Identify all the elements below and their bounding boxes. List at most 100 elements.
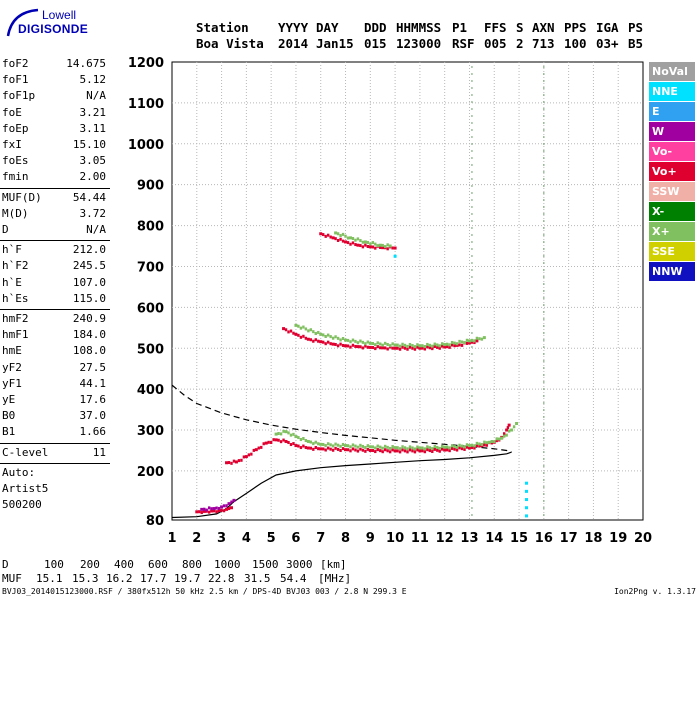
header-value: RSF <box>452 36 475 51</box>
echo-point <box>465 443 469 447</box>
footer-muf-value: 15.3 <box>72 572 99 585</box>
echo-point <box>326 340 330 344</box>
param-name: C-level <box>2 445 49 459</box>
y-tick-label: 80 <box>146 514 164 529</box>
param-value: N/A <box>86 89 106 103</box>
header-values-row: Boa Vista 2014 Jan15 015 123000 RSF 005 … <box>196 36 643 231</box>
param-name: fmin <box>2 170 29 184</box>
echo-point <box>465 338 469 342</box>
echo-point <box>445 445 449 449</box>
echo-point <box>274 432 278 436</box>
echo-point <box>354 238 357 242</box>
echo-point <box>453 447 456 451</box>
echo-point <box>341 336 345 340</box>
y-tick-label: 1200 <box>128 56 164 71</box>
echo-point <box>284 439 288 443</box>
echo-point <box>443 345 447 349</box>
echo-point <box>426 345 429 349</box>
echo-point <box>396 346 399 350</box>
echo-point <box>401 345 404 349</box>
echo-point <box>351 338 355 342</box>
x-tick-label: 16 <box>535 531 553 546</box>
echo-point <box>202 509 206 513</box>
echo-point <box>398 347 402 351</box>
echo-point <box>354 448 357 452</box>
echo-point <box>506 426 510 430</box>
echo-point <box>287 330 290 334</box>
echo-point <box>210 509 214 513</box>
echo-point <box>279 440 283 444</box>
echo-point <box>391 342 394 346</box>
echo-point <box>312 447 315 451</box>
param-name: h`Es <box>2 291 29 305</box>
echo-point <box>356 243 360 247</box>
echo-point <box>366 340 370 344</box>
echo-point <box>222 504 226 508</box>
param-separator <box>0 462 110 464</box>
echo-point <box>408 448 412 452</box>
echo-point <box>431 344 434 348</box>
echo-point <box>438 449 441 453</box>
echo-point <box>524 481 528 485</box>
echo-point <box>441 444 444 448</box>
echo-point <box>366 345 370 349</box>
echo-point <box>393 446 397 450</box>
echo-point <box>366 444 370 448</box>
echo-point <box>317 447 320 451</box>
echo-point <box>317 330 320 334</box>
echo-point <box>398 450 402 454</box>
echo-point <box>473 339 476 343</box>
param-value: 184.0 <box>72 328 106 342</box>
echo-point <box>200 511 203 515</box>
legend-item: NNE <box>649 82 695 101</box>
echo-point <box>378 243 382 247</box>
echo-point <box>237 459 241 463</box>
echo-point <box>413 447 417 451</box>
echo-point <box>346 448 350 452</box>
echo-point <box>356 345 360 349</box>
echo-point <box>460 447 464 451</box>
echo-point <box>349 340 352 344</box>
echo-point <box>393 343 397 347</box>
footer-muf-row: MUF 15.1 15.3 16.2 17.7 19.7 22.8 31.5 5… <box>0 572 351 715</box>
header-label: AXN <box>532 20 555 35</box>
echo-point <box>383 448 387 452</box>
echo-point <box>498 437 501 441</box>
echo-point <box>423 447 427 451</box>
echo-point <box>507 429 511 433</box>
param-row: M(D) 3.72 <box>2 206 106 222</box>
echo-point <box>482 336 486 340</box>
echo-point <box>336 336 340 340</box>
echo-point <box>319 442 323 446</box>
param-name: h`E <box>2 275 22 289</box>
echo-point <box>445 345 449 349</box>
echo-point <box>344 234 347 238</box>
echo-point <box>463 341 466 345</box>
header-value: 100 <box>564 36 587 51</box>
x-tick-label: 18 <box>584 531 602 546</box>
echo-point <box>210 507 213 511</box>
echo-point <box>376 345 379 349</box>
echo-point <box>411 344 414 348</box>
param-row: foEs 3.05 <box>2 153 106 169</box>
echo-point <box>374 347 377 351</box>
echo-point <box>383 444 387 448</box>
echo-point <box>346 444 350 448</box>
x-tick-label: 5 <box>267 531 276 546</box>
logo-text-lowell: Lowell <box>42 8 77 22</box>
echo-point <box>524 498 528 502</box>
echo-point <box>448 343 451 347</box>
header-value: Boa Vista <box>196 36 264 51</box>
echo-point <box>413 345 417 349</box>
param-name: hmF2 <box>2 312 29 325</box>
echo-point <box>403 446 407 450</box>
echo-point <box>324 334 327 338</box>
x-tick-label: 9 <box>366 531 375 546</box>
echo-point <box>302 334 305 338</box>
echo-point <box>336 232 340 236</box>
param-value: N/A <box>86 223 106 236</box>
y-tick-label: 800 <box>137 220 164 235</box>
echo-point <box>229 506 233 510</box>
echo-point <box>374 450 377 454</box>
echo-point <box>418 446 422 450</box>
